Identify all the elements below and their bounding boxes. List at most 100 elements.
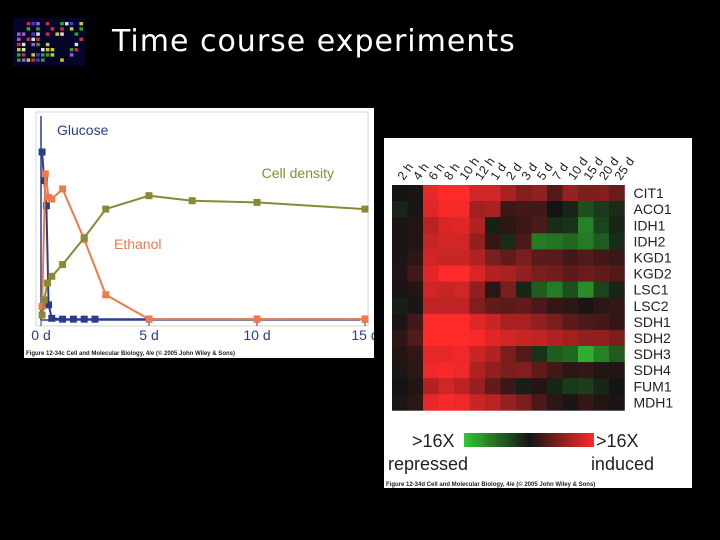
heatmap-cell bbox=[562, 362, 579, 379]
thumbnail-dot bbox=[21, 53, 26, 57]
heatmap-cell bbox=[392, 281, 408, 298]
heatmap-cell bbox=[469, 362, 486, 379]
heatmap-cell bbox=[531, 249, 548, 266]
heatmap-cell bbox=[454, 233, 470, 250]
heatmap-cell bbox=[392, 313, 408, 331]
thumbnail-dot bbox=[69, 48, 74, 52]
heatmap-row-label: MDH1 bbox=[634, 394, 674, 410]
heatmap-cell bbox=[423, 394, 439, 411]
heatmap-cell bbox=[593, 217, 610, 234]
heatmap-cell bbox=[485, 313, 501, 331]
heatmap-cell bbox=[500, 201, 517, 218]
heatmap-cell bbox=[469, 329, 486, 347]
thumbnail-dot bbox=[45, 53, 50, 57]
scale-right-label: >16X bbox=[596, 431, 639, 451]
thumbnail-dot bbox=[17, 32, 21, 36]
heatmap-cell bbox=[500, 378, 517, 395]
thumbnail-dot bbox=[26, 22, 31, 26]
heatmap-cell bbox=[547, 233, 563, 250]
ethanol-point bbox=[38, 303, 46, 311]
heatmap-cell bbox=[423, 346, 439, 363]
heatmap-cell bbox=[407, 297, 424, 315]
ethanol-point bbox=[59, 185, 67, 193]
heatmap-cell bbox=[454, 346, 470, 363]
heatmap-cell bbox=[438, 346, 455, 363]
thumbnail-dot bbox=[60, 27, 64, 31]
heatmap-cell bbox=[454, 249, 470, 266]
thumbnail-dot bbox=[69, 53, 74, 57]
heatmap-cell bbox=[516, 185, 532, 202]
thumbnail-dot bbox=[36, 27, 40, 31]
heatmap-cell bbox=[423, 249, 439, 266]
heatmap-cell bbox=[562, 297, 579, 315]
heatmap-row-label: SDH4 bbox=[634, 362, 672, 378]
glucose-point bbox=[69, 315, 77, 323]
thumbnail-dot bbox=[36, 32, 40, 36]
thumbnail-dot bbox=[74, 32, 79, 36]
heatmap-cell bbox=[423, 378, 439, 395]
heatmap-cell bbox=[578, 201, 594, 218]
heatmap-cell bbox=[500, 185, 517, 202]
glucose-point bbox=[45, 301, 53, 309]
heatmap-cell bbox=[578, 265, 594, 282]
heatmap-cell bbox=[547, 185, 563, 202]
heatmap-cell bbox=[516, 233, 532, 250]
heatmap-cell bbox=[609, 297, 625, 315]
heatmap-cell bbox=[438, 394, 455, 411]
heatmap-cell bbox=[454, 281, 470, 298]
heatmap-cell bbox=[423, 217, 439, 234]
heatmap-cell bbox=[562, 329, 579, 347]
heatmap-cell bbox=[485, 281, 501, 298]
heatmap-row-label: CIT1 bbox=[634, 185, 665, 201]
heatmap-cell bbox=[547, 217, 563, 234]
heatmap-cell bbox=[578, 233, 594, 250]
heatmap-cell bbox=[578, 329, 594, 347]
thumbnail-dot bbox=[21, 58, 26, 62]
heatmap-cell bbox=[516, 394, 532, 411]
heatmap-cell bbox=[500, 297, 517, 315]
ethanol-point bbox=[361, 315, 369, 323]
heatmap-row-label: KGD2 bbox=[634, 266, 672, 282]
thumbnail-dot bbox=[17, 48, 21, 52]
thumbnail-dot bbox=[17, 42, 21, 47]
heatmap-cell bbox=[547, 378, 563, 395]
heatmap-cell bbox=[562, 249, 579, 266]
heatmap-cell bbox=[392, 329, 408, 347]
heatmap-cell bbox=[469, 185, 486, 202]
heatmap-cell bbox=[593, 313, 610, 331]
x-tick-label: 0 d bbox=[31, 327, 50, 343]
ethanol-point bbox=[102, 291, 110, 299]
heatmap-cell bbox=[469, 249, 486, 266]
cell-density-label: Cell density bbox=[262, 165, 334, 181]
glucose-point bbox=[59, 315, 67, 323]
thumbnail-dot bbox=[26, 37, 31, 41]
heatmap-cell bbox=[516, 313, 532, 331]
heatmap-cell bbox=[516, 297, 532, 315]
chart-caption: Figure 12-34c Cell and Molecular Biology… bbox=[26, 350, 235, 357]
heatmap-panel: Figure 12-34d Cell and Molecular Biology… bbox=[384, 138, 692, 488]
heatmap-cell bbox=[531, 297, 548, 315]
heatmap-cell bbox=[454, 313, 470, 331]
thumbnail-dot bbox=[31, 42, 35, 47]
thumbnail-dot bbox=[45, 32, 50, 36]
heatmap-cell bbox=[454, 362, 470, 379]
heatmap-cell bbox=[469, 313, 486, 331]
heatmap-cell bbox=[609, 265, 625, 282]
heatmap-row-label: LSC2 bbox=[634, 298, 669, 314]
heatmap-cell bbox=[531, 185, 548, 202]
heatmap-row-label: LSC1 bbox=[634, 282, 669, 298]
thumbnail-dot bbox=[60, 32, 64, 36]
heatmap-cell bbox=[407, 233, 424, 250]
heatmap-cell bbox=[485, 362, 501, 379]
thumbnail-dot bbox=[21, 48, 26, 52]
heatmap-cell bbox=[609, 313, 625, 331]
heatmap-cell bbox=[516, 281, 532, 298]
heatmap-cell bbox=[531, 281, 548, 298]
heatmap-cell bbox=[531, 313, 548, 331]
x-tick-label: 15 d bbox=[351, 327, 374, 343]
heatmap-cell bbox=[454, 217, 470, 234]
heatmap-cell bbox=[516, 329, 532, 347]
color-scale-bar bbox=[464, 433, 594, 447]
heatmap-cell bbox=[593, 329, 610, 347]
thumbnail-dot bbox=[36, 37, 40, 41]
